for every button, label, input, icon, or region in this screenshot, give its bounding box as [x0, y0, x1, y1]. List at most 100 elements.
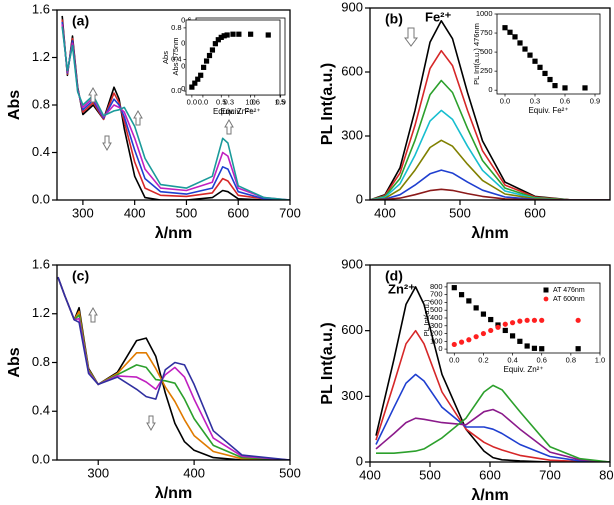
- x-tick-label: 0.0: [500, 97, 510, 106]
- x-tick-label: 0.3: [530, 97, 540, 106]
- x-tick-label: 500: [176, 206, 198, 221]
- point: [209, 47, 216, 53]
- point: [480, 311, 487, 317]
- point: [502, 321, 508, 327]
- point: [512, 34, 518, 40]
- x-tick-label: 0.0: [187, 98, 197, 107]
- x-axis-title: Equiv. Fe²⁺: [220, 107, 260, 116]
- panel-label: (d): [385, 268, 403, 284]
- point: [195, 76, 201, 82]
- x-tick-label: 600: [479, 468, 501, 483]
- y-tick-label: 900: [341, 0, 363, 14]
- point: [458, 339, 465, 345]
- point: [218, 34, 224, 40]
- x-tick-label: 500: [279, 466, 301, 481]
- y-tick-label: 600: [341, 63, 363, 78]
- y-axis-title: Abs: [6, 347, 23, 377]
- legend-marker: [543, 287, 549, 293]
- y-tick-label: 500: [480, 47, 493, 56]
- point: [206, 52, 213, 59]
- x-axis-title: Equiv. Zn²⁺: [503, 365, 543, 374]
- point: [215, 37, 221, 43]
- y-axis-title: PL Int(a.u.): [319, 322, 336, 404]
- x-tick-label: 400: [124, 206, 146, 221]
- y-tick-label: 400: [430, 313, 443, 322]
- x-tick-label: 0.3: [224, 98, 234, 107]
- y-tick-label: 800: [430, 282, 443, 291]
- x-tick-label: 500: [449, 206, 471, 221]
- x-tick-label: 0.6: [250, 98, 260, 107]
- legend-marker: [543, 296, 549, 302]
- point: [198, 72, 204, 78]
- point: [542, 70, 548, 77]
- point: [531, 317, 538, 323]
- x-axis-title: λ/nm: [471, 225, 508, 242]
- frame: [496, 13, 601, 95]
- spectrum-line: [375, 329, 610, 462]
- y-tick-label: 200: [430, 329, 443, 338]
- plots: 300 400 500 600 7000.00.40.81.21.6λ/nmAbs(a)…: [6, 0, 614, 504]
- point: [248, 31, 254, 37]
- y-tick-label: 0.4: [32, 144, 50, 159]
- y-axis-title: Abs: [161, 51, 170, 64]
- point: [517, 318, 523, 324]
- point: [517, 40, 523, 46]
- point: [480, 330, 487, 337]
- point: [201, 64, 207, 70]
- point: [522, 46, 528, 52]
- y-tick-label: 0: [438, 344, 442, 353]
- x-tick-label: 1.5: [275, 98, 285, 107]
- y-tick-label: 1.2: [32, 49, 50, 64]
- point: [575, 317, 581, 323]
- point: [488, 327, 494, 334]
- point: [192, 80, 198, 86]
- point: [575, 346, 581, 352]
- point: [562, 85, 568, 91]
- y-tick-label: 0.0: [32, 191, 50, 206]
- point: [539, 346, 545, 352]
- panel: 300 400 500 600 700 0.0 0.4 0.8 1.2 1.6 λ/nm Abs (a): [6, 1, 301, 242]
- x-tick-label: 300: [72, 206, 94, 221]
- x-tick-label: 0.5: [216, 98, 226, 107]
- spectrum-line: [375, 373, 610, 462]
- point: [509, 320, 516, 326]
- y-tick-label: 0: [356, 191, 363, 206]
- x-tick-label: 0.6: [536, 356, 546, 365]
- y-tick-label: 600: [341, 322, 363, 337]
- y-axis-title: Abs 575nm: [171, 38, 180, 76]
- point: [531, 345, 538, 351]
- y-tick-label: 0.0: [32, 451, 50, 466]
- frame: [56, 9, 291, 201]
- y-tick-label: 700: [430, 290, 443, 299]
- point: [524, 317, 530, 323]
- point: [203, 58, 210, 64]
- point: [451, 341, 457, 348]
- x-tick-label: 700: [279, 206, 301, 221]
- y-axis-title: PL Int(a.u.): [422, 299, 431, 336]
- point: [473, 305, 479, 311]
- point: [539, 317, 545, 323]
- point: [230, 31, 236, 37]
- panel-label: (c): [72, 268, 89, 284]
- point: [509, 333, 516, 339]
- arrow-up: [88, 306, 98, 323]
- frame: [369, 264, 611, 463]
- plot-area: [57, 276, 290, 460]
- point: [552, 83, 558, 89]
- y-tick-label: 600: [430, 297, 443, 306]
- x-tick-label: 600: [524, 206, 546, 221]
- x-axis-title: λ/nm: [155, 485, 192, 502]
- x-tick-label: 400: [183, 466, 205, 481]
- spectrum-line: [57, 276, 290, 460]
- plot-area: [189, 31, 271, 90]
- x-axis-title: Equiv. Zn²⁺: [213, 107, 253, 116]
- point: [547, 76, 553, 83]
- point: [527, 52, 533, 58]
- annotation: Zn²⁺: [388, 281, 415, 296]
- point: [189, 84, 195, 90]
- x-tick-label: 400: [359, 468, 381, 483]
- y-tick-label: 300: [341, 388, 363, 403]
- panel: 300 400 500 0.0 0.4 0.8 1.2 1.6 λ/nm Abs (c): [6, 256, 301, 502]
- spectrum-line: [376, 384, 610, 462]
